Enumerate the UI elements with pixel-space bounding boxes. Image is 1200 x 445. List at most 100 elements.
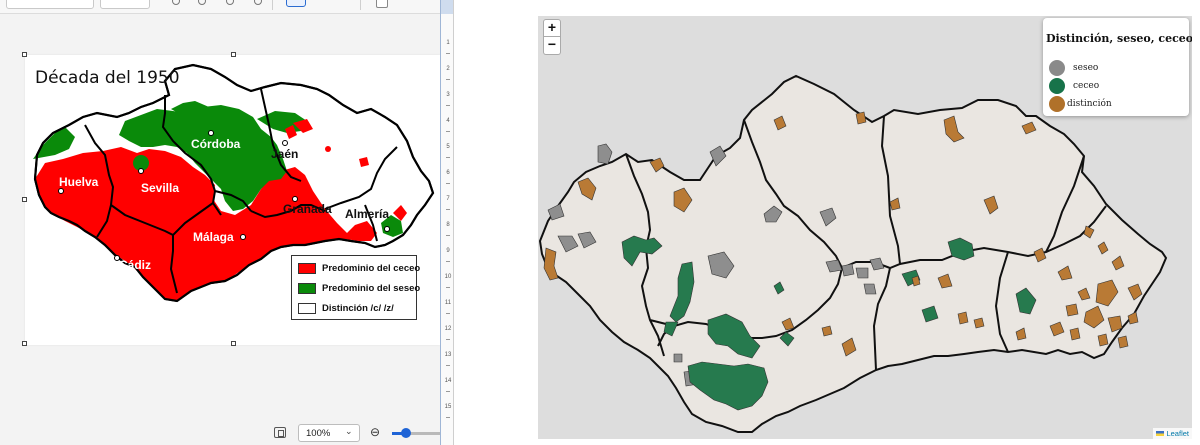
zoom-in-button[interactable]: + — [543, 19, 561, 37]
distincion-patch — [841, 337, 857, 357]
distincion-patch — [1077, 287, 1091, 301]
city-marker — [384, 226, 390, 232]
distincion-patch — [911, 275, 921, 287]
legend-item: Predominio del seseo — [298, 281, 420, 295]
distincion-patch — [1069, 327, 1081, 341]
legend-item: ceceo — [1049, 78, 1099, 94]
zoom-dropdown[interactable]: 100% — [298, 424, 360, 442]
distincion-patch — [1065, 303, 1079, 317]
chevron-down-icon[interactable]: ⌄ — [345, 426, 353, 436]
distincion-patch — [957, 311, 969, 325]
legend-label: Predominio del seseo — [322, 282, 421, 294]
format-icon[interactable] — [254, 0, 262, 5]
legend-item: Distinción /c/ /z/ — [298, 301, 394, 315]
map-legend: Distinción, seseo, ceceo seseo ceceo dis… — [1043, 18, 1192, 116]
ruler-number: 2 — [446, 66, 450, 72]
resize-handle[interactable] — [231, 52, 236, 57]
resize-handle[interactable] — [22, 52, 27, 57]
resize-handle[interactable] — [231, 341, 236, 346]
zoom-slider[interactable] — [392, 432, 440, 435]
seseo-patch — [673, 353, 683, 363]
city-label-huelva: Huelva — [59, 175, 99, 189]
distincion-patch — [1095, 279, 1119, 307]
document-editor: Huelva Sevilla Córdoba Jaén Granada Alme… — [0, 0, 440, 445]
ruler-number: 14 — [444, 378, 452, 384]
seseo-patch — [577, 231, 597, 249]
zoom-slider-handle[interactable] — [401, 428, 411, 438]
distincion-patch — [983, 195, 999, 215]
distincion-patch — [1111, 255, 1125, 271]
ruler-tick — [446, 261, 450, 262]
ceceo-patch — [687, 361, 769, 411]
distincion-patch — [1021, 121, 1037, 135]
distincion-patch — [889, 197, 901, 211]
map-region-ceceo — [35, 147, 377, 301]
fit-page-icon[interactable] — [274, 427, 286, 438]
map-region-seseo — [119, 105, 287, 211]
city-label-cadiz: Cádiz — [119, 258, 151, 272]
legend-swatch-ceceo — [1049, 78, 1065, 94]
distincion-patch — [973, 317, 985, 329]
font-size-box[interactable] — [100, 0, 150, 9]
legend-swatch-distincion — [298, 302, 316, 314]
seseo-patch — [557, 235, 579, 253]
ruler-number: 6 — [446, 170, 450, 176]
map-region-ceceo — [285, 125, 297, 139]
resize-handle[interactable] — [22, 197, 27, 202]
zoom-out-button[interactable]: − — [543, 37, 561, 55]
attribution-link[interactable]: Leaflet — [1166, 429, 1189, 438]
city-marker — [58, 188, 64, 194]
resize-handle[interactable] — [22, 341, 27, 346]
ruler-tick — [446, 313, 450, 314]
ceceo-patch — [947, 237, 975, 261]
city-label-granada: Granada — [283, 202, 332, 216]
city-marker — [282, 140, 288, 146]
city-marker — [240, 234, 246, 240]
font-name-box[interactable] — [6, 0, 94, 9]
ceceo-patch — [921, 305, 939, 323]
zoom-slider-fill — [392, 432, 402, 435]
distincion-patch — [649, 157, 665, 173]
ruler-tick — [446, 287, 450, 288]
seseo-patch — [709, 145, 727, 167]
legend-item: seseo — [1049, 60, 1098, 76]
format-icon[interactable] — [226, 0, 234, 5]
legend-label: Distinción /c/ /z/ — [322, 302, 394, 314]
checkbox-icon[interactable] — [376, 0, 388, 8]
map-attribution[interactable]: Leaflet — [1153, 428, 1192, 439]
format-icon[interactable] — [198, 0, 206, 5]
map-region-ceceo — [393, 205, 407, 221]
ruler-tick — [446, 53, 450, 54]
distincion-patch — [1083, 305, 1105, 329]
seseo-patch — [825, 259, 843, 273]
distincion-patch — [855, 111, 867, 125]
ruler-tick — [446, 183, 450, 184]
ruler-number: 9 — [446, 248, 450, 254]
province-border — [33, 63, 435, 303]
ceceo-patch — [663, 321, 679, 337]
format-icon[interactable] — [172, 0, 180, 5]
vertical-ruler: 1 2 3 4 5 6 7 8 9 10 11 12 13 14 15 — [440, 0, 454, 445]
distincion-patch — [1049, 321, 1065, 337]
ruler-tick — [446, 417, 450, 418]
ruler-tick — [446, 79, 450, 80]
city-marker — [114, 255, 120, 261]
legend-label: ceceo — [1073, 81, 1100, 91]
seseo-patch — [707, 251, 735, 279]
ruler-tick — [446, 209, 450, 210]
legend-label: distinción — [1067, 99, 1112, 109]
leaflet-map[interactable]: + − Distinción, seseo, ceceo seseo ceceo… — [538, 16, 1192, 439]
legend-label: Predominio del ceceo — [322, 262, 421, 274]
distincion-patch — [781, 317, 795, 331]
ruler-number: 4 — [446, 118, 450, 124]
distincion-patch — [821, 325, 833, 337]
map-region-seseo — [133, 155, 149, 171]
status-bar — [0, 420, 440, 445]
selected-tool-button[interactable] — [286, 0, 306, 7]
ruler-number: 3 — [446, 92, 450, 98]
seseo-patch — [841, 263, 855, 277]
zoom-out-icon[interactable]: ⊖ — [370, 425, 381, 439]
legend-swatch-distincion — [1049, 96, 1065, 112]
ruler-number: 13 — [444, 352, 452, 358]
seseo-municipalities — [547, 143, 885, 387]
